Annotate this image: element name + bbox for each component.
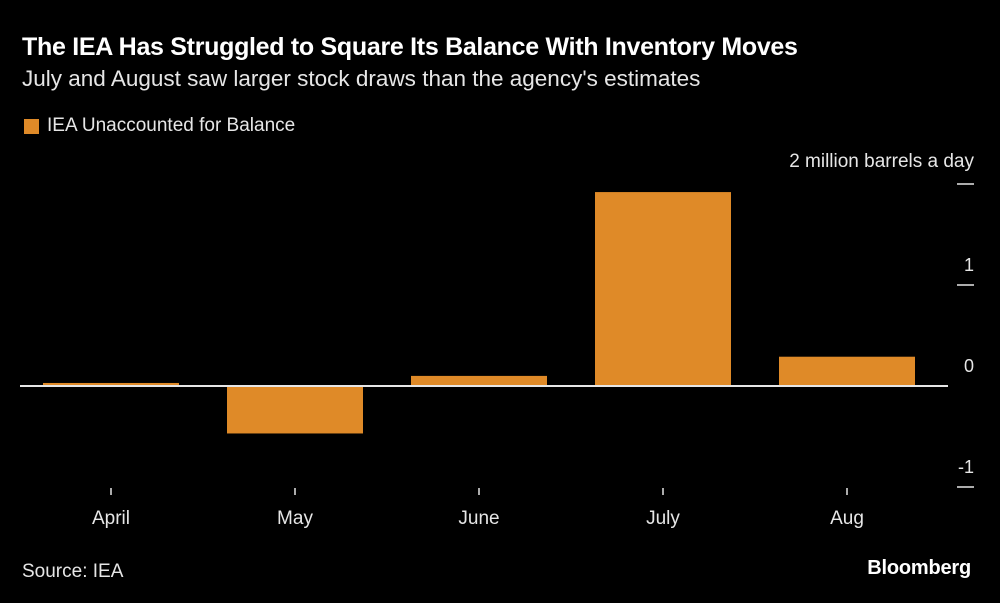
bloomberg-logo: Bloomberg [867, 557, 971, 579]
y-tick-label: 0 [964, 356, 974, 376]
y-axis-unit-label: 2 million barrels a day [789, 151, 974, 172]
chart-title: The IEA Has Struggled to Square Its Bala… [22, 33, 798, 61]
x-axis: April May June July Aug [92, 488, 864, 529]
chart-subtitle: July and August saw larger stock draws t… [22, 66, 701, 91]
bar-june [411, 375, 547, 386]
bar-april [43, 382, 179, 386]
bar-aug [779, 356, 915, 386]
y-tick-label: -1 [958, 457, 974, 477]
x-tick-label: May [277, 508, 313, 529]
legend-label: IEA Unaccounted for Balance [47, 115, 296, 136]
x-tick-label: April [92, 508, 130, 529]
x-tick-label: July [646, 508, 680, 529]
legend-swatch [24, 118, 39, 134]
bar-may [227, 386, 363, 434]
legend: IEA Unaccounted for Balance [24, 115, 295, 137]
y-axis: -1 0 1 [957, 183, 974, 488]
bar-july [595, 192, 731, 386]
x-tick-label: Aug [830, 508, 864, 529]
x-tick-label: June [458, 508, 499, 529]
bars-group [43, 192, 915, 434]
source-note: Source: IEA [22, 561, 124, 582]
y-tick-label: 1 [964, 255, 974, 275]
